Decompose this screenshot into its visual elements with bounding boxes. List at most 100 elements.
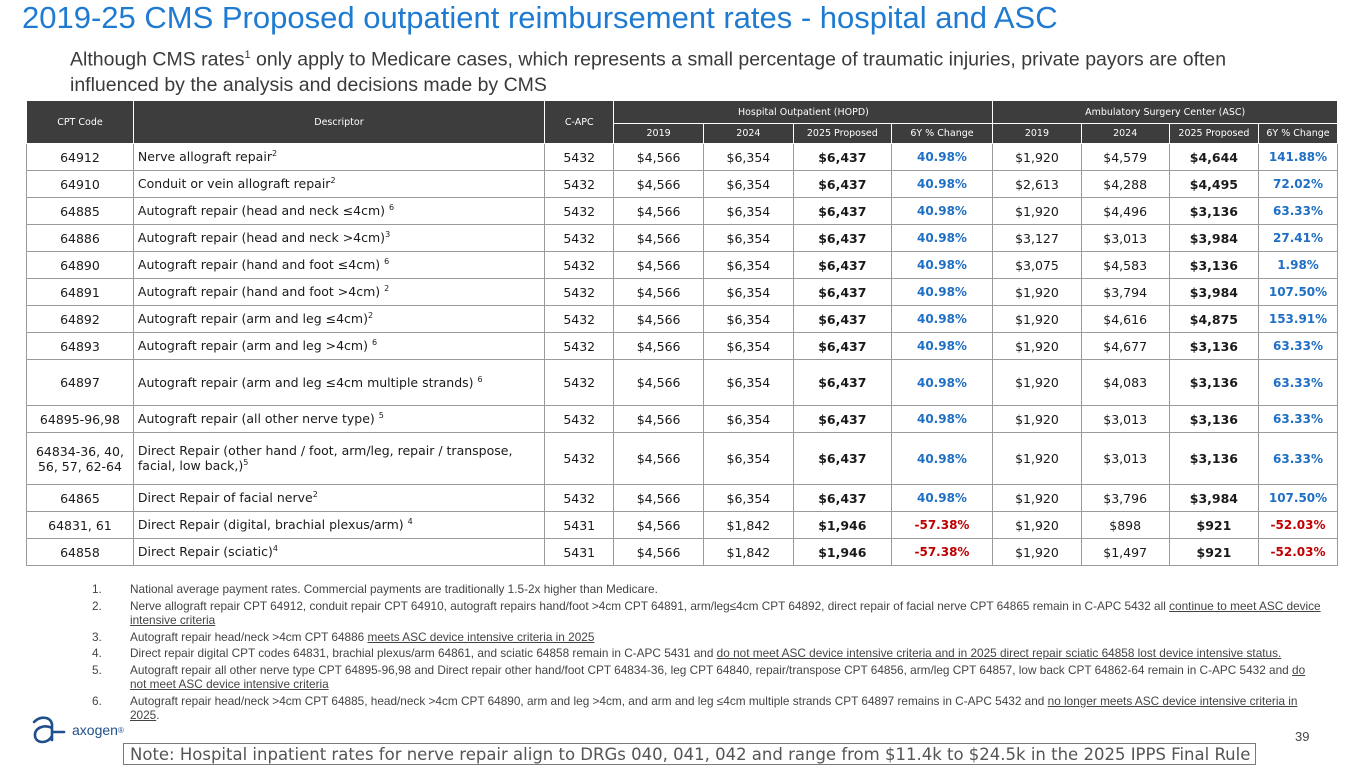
c-apc-cell: 5432 [543, 484, 615, 512]
hopd-2024-cell: $6,354 [702, 359, 795, 406]
footnote: 4. Direct repair digital CPT codes 64831,… [92, 646, 1322, 661]
hopd-2024-cell: $6,354 [702, 143, 795, 171]
hopd-2024-cell: $6,354 [702, 305, 795, 333]
asc-2019-cell: $1,920 [992, 197, 1082, 225]
descriptor-footnote-ref: 6 [371, 338, 378, 348]
cpt-code-cell: 64891 [26, 278, 134, 306]
table-row: 64886 Autograft repair (head and neck >4c… [26, 224, 1338, 252]
header-asc-2024: 2024 [1080, 123, 1170, 144]
page-title: 2019-25 CMS Proposed outpatient reimburs… [22, 0, 1058, 35]
descriptor-text: Autograft repair (head and neck >4cm) [137, 230, 386, 246]
header-asc-6y-change: 6Y % Change [1258, 123, 1338, 144]
hopd-2025-proposed-cell: $6,437 [793, 432, 892, 485]
c-apc-cell: 5432 [543, 170, 615, 198]
hopd-6y-change-cell: -57.38% [890, 511, 994, 539]
descriptor-footnote-ref: 2 [271, 149, 278, 159]
hopd-2024-cell: $6,354 [702, 405, 795, 433]
asc-6y-change-cell: 63.33% [1258, 405, 1338, 433]
asc-2019-cell: $3,127 [992, 224, 1082, 252]
asc-2024-cell: $4,496 [1080, 197, 1170, 225]
header-c-apc: C-APC [543, 100, 615, 144]
descriptor-text: Autograft repair (arm and leg ≤4cm multi… [137, 375, 478, 391]
hopd-2025-proposed-cell: $6,437 [793, 405, 892, 433]
c-apc-cell: 5432 [543, 332, 615, 360]
header-asc-2025-proposed: 2025 Proposed [1168, 123, 1260, 144]
asc-2019-cell: $1,920 [992, 305, 1082, 333]
asc-6y-change-cell: 153.91% [1258, 305, 1338, 333]
hopd-6y-change-cell: 40.98% [890, 143, 994, 171]
footnote-number: 5. [92, 662, 102, 677]
asc-6y-change-cell: 63.33% [1258, 197, 1338, 225]
table-body: 64912 Nerve allograft repair2 5432 $4,566 $6… [26, 143, 1338, 566]
descriptor-cell: Direct Repair (digital, brachial plexus/… [132, 511, 545, 539]
footnote: 3. Autograft repair head/neck >4cm CPT 64… [92, 630, 1322, 645]
header-hopd-2024: 2024 [702, 123, 795, 144]
c-apc-cell: 5432 [543, 432, 615, 485]
hopd-2025-proposed-cell: $6,437 [793, 278, 892, 306]
asc-2024-cell: $3,794 [1080, 278, 1170, 306]
asc-2024-cell: $898 [1080, 511, 1170, 539]
asc-6y-change-cell: -52.03% [1258, 511, 1338, 539]
hopd-2024-cell: $1,842 [702, 511, 795, 539]
hopd-2024-cell: $6,354 [702, 170, 795, 198]
footnote-underlined-text: do not meet ASC device intensive criteri… [130, 662, 1306, 692]
cpt-code-cell: 64893 [26, 332, 134, 360]
descriptor-text: Autograft repair (all other nerve type) [137, 411, 379, 427]
footnote: 2. Nerve allograft repair CPT 64912, cond… [92, 599, 1322, 628]
descriptor-cell: Autograft repair (arm and leg ≤4cm)2 [132, 305, 545, 333]
footnote: 5. Autograft repair all other nerve type … [92, 663, 1322, 692]
descriptor-footnote-ref: 6 [389, 203, 395, 213]
c-apc-cell: 5432 [543, 305, 615, 333]
footnote-number: 2. [92, 598, 102, 613]
header-asc: Ambulatory Surgery Center (ASC) [992, 100, 1338, 124]
asc-2024-cell: $1,497 [1080, 538, 1170, 566]
footnote-plain-text: Direct repair digital CPT codes 64831, b… [130, 646, 717, 660]
asc-2024-cell: $4,083 [1080, 359, 1170, 406]
descriptor-footnote-ref: 5 [378, 411, 384, 421]
table-row: 64892 Autograft repair (arm and leg ≤4cm)… [26, 305, 1338, 333]
asc-2025-proposed-cell: $921 [1168, 538, 1260, 566]
asc-2025-proposed-cell: $4,495 [1168, 170, 1260, 198]
asc-6y-change-cell: 107.50% [1258, 278, 1338, 306]
subtitle-footnote-ref: 1 [244, 49, 251, 61]
hopd-2019-cell: $4,566 [613, 332, 704, 360]
asc-6y-change-cell: 107.50% [1258, 484, 1338, 512]
hopd-2019-cell: $4,566 [613, 170, 704, 198]
hopd-2024-cell: $6,354 [702, 432, 795, 485]
descriptor-text: Autograft repair (head and neck ≤4cm) [137, 203, 390, 219]
asc-2025-proposed-cell: $4,644 [1168, 143, 1260, 171]
hopd-2024-cell: $6,354 [702, 332, 795, 360]
descriptor-text: Autograft repair (arm and leg >4cm) [137, 338, 372, 354]
descriptor-text: Conduit or vein allograft repair [137, 176, 331, 192]
footnote-underlined-text: meets ASC device intensive criteria in 2… [367, 629, 595, 644]
table-row: 64865 Direct Repair of facial nerve2 5432 $… [26, 484, 1338, 512]
hopd-2019-cell: $4,566 [613, 305, 704, 333]
asc-2019-cell: $1,920 [992, 432, 1082, 485]
footnote-underlined-text: do not meet ASC device intensive criteri… [716, 646, 1282, 660]
hopd-2025-proposed-cell: $6,437 [793, 197, 892, 225]
asc-2024-cell: $3,796 [1080, 484, 1170, 512]
hopd-2019-cell: $4,566 [613, 538, 704, 566]
asc-2025-proposed-cell: $4,875 [1168, 305, 1260, 333]
descriptor-cell: Autograft repair (arm and leg >4cm) 6 [132, 332, 545, 360]
hopd-2024-cell: $6,354 [702, 484, 795, 512]
descriptor-footnote-ref: 5 [243, 458, 249, 468]
c-apc-cell: 5432 [543, 143, 615, 171]
hopd-2019-cell: $4,566 [613, 278, 704, 306]
header-asc-2019: 2019 [992, 123, 1082, 144]
header-hopd: Hospital Outpatient (HOPD) [613, 100, 994, 124]
c-apc-cell: 5432 [543, 405, 615, 433]
hopd-2019-cell: $4,566 [613, 143, 704, 171]
asc-2024-cell: $4,677 [1080, 332, 1170, 360]
table-row: 64910 Conduit or vein allograft repair2 54… [26, 170, 1338, 198]
rates-table: CPT Code Descriptor C-APC Hospital Outpa… [26, 100, 1338, 566]
page-subtitle: Although CMS rates1 only apply to Medica… [70, 43, 1300, 98]
hopd-2024-cell: $6,354 [702, 224, 795, 252]
descriptor-cell: Autograft repair (all other nerve type) … [132, 405, 545, 433]
asc-6y-change-cell: 63.33% [1258, 432, 1338, 485]
header-hopd-6y-change: 6Y % Change [890, 123, 994, 144]
asc-2024-cell: $4,288 [1080, 170, 1170, 198]
c-apc-cell: 5432 [543, 224, 615, 252]
descriptor-footnote-ref: 2 [384, 284, 390, 294]
asc-6y-change-cell: 63.33% [1258, 332, 1338, 360]
